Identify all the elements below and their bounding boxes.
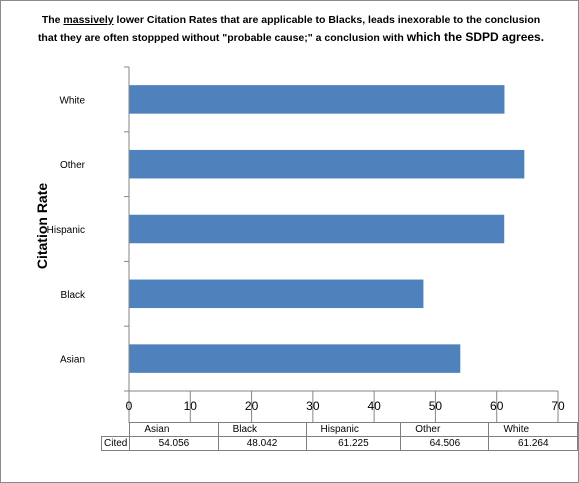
y-tick-label: Hispanic [47, 225, 85, 236]
data-table-value: 61.264 [488, 436, 578, 451]
x-tick-label: 0 [126, 399, 133, 413]
data-table-category: Asian [129, 422, 219, 437]
data-table-value: 64.506 [400, 436, 490, 451]
data-table: Asian Black Hispanic Other White Cited 54.05… [100, 422, 578, 451]
bar-white [129, 85, 505, 114]
x-tick-label: 60 [490, 399, 504, 413]
x-tick-label: 20 [245, 399, 259, 413]
y-tick-label: Other [60, 160, 86, 171]
title-line2b: which the SDPD agrees. [406, 30, 545, 44]
x-tick-label: 50 [429, 399, 443, 413]
data-table-value: 48.042 [217, 436, 307, 451]
title-line2a: that they are often stoppped without "pr… [37, 32, 407, 44]
y-tick-label: White [59, 95, 85, 106]
data-table-values-row: Cited 54.056 48.042 61.225 64.506 61.264 [100, 436, 578, 451]
bar-other [129, 149, 525, 179]
bar-hispanic [129, 214, 505, 244]
data-table-category: Black [217, 422, 307, 437]
chart-title: The massively lower Citation Rates that … [21, 12, 561, 47]
x-tick-label: 70 [551, 399, 565, 413]
data-table-category: Hispanic [305, 422, 402, 437]
title-underlined: massively [63, 14, 114, 26]
x-tick-label: 10 [184, 399, 198, 413]
x-tick-label: 40 [367, 399, 381, 413]
data-table-category: White [488, 422, 578, 437]
title-part2: lower Citation Rates that are applicable… [113, 14, 541, 26]
y-tick-label: Asian [60, 355, 85, 366]
data-table-row-label: Cited [100, 436, 131, 451]
data-table-corner [101, 422, 131, 437]
title-part1: The [41, 14, 64, 26]
data-table-value: 54.056 [129, 436, 219, 451]
y-tick-label: Black [61, 290, 86, 301]
bar-asian [129, 344, 461, 373]
x-tick-label: 30 [306, 399, 320, 413]
bar-black [129, 279, 424, 309]
data-table-category: Other [400, 422, 490, 437]
data-table-header-row: Asian Black Hispanic Other White [101, 422, 578, 437]
data-table-value: 61.225 [305, 436, 402, 451]
